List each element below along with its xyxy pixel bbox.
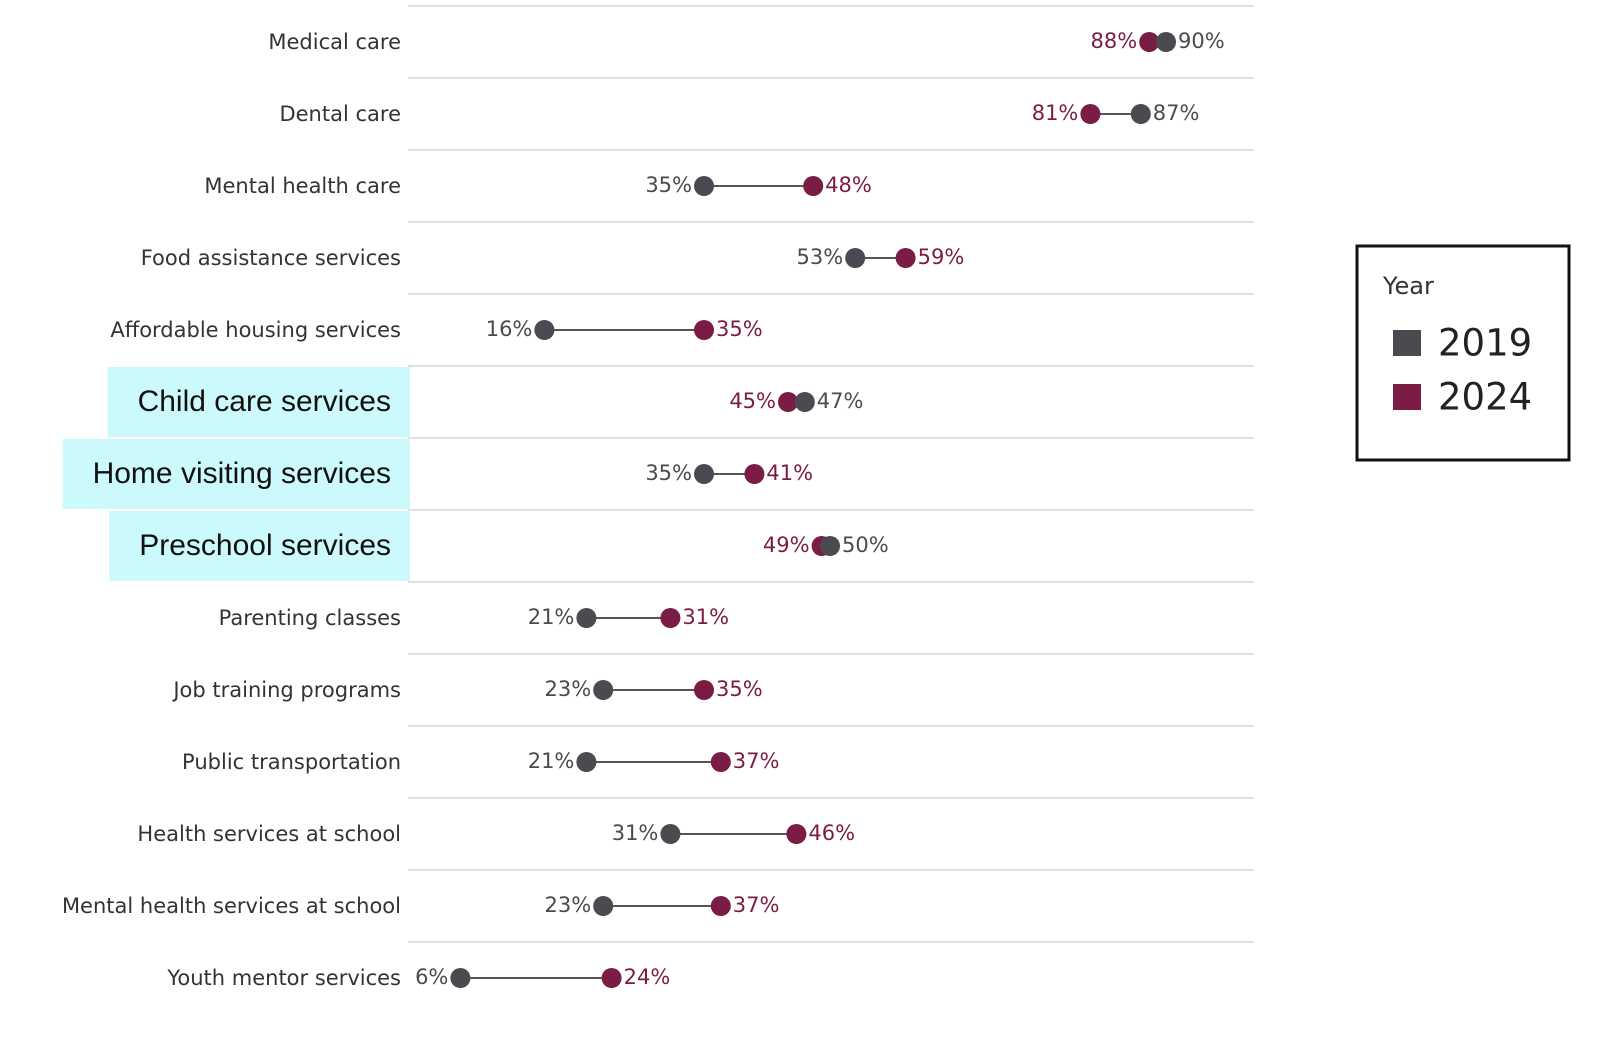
dot <box>534 320 555 340</box>
category-label: Medical care <box>268 30 401 54</box>
legend-label: 2024 <box>1438 376 1532 419</box>
value-label: 87% <box>1153 101 1200 125</box>
value-label: 49% <box>763 533 810 557</box>
value-label: 46% <box>808 821 855 845</box>
legend-swatch <box>1393 330 1421 356</box>
category-label: Child care services <box>138 385 391 418</box>
legend-swatch <box>1393 384 1421 410</box>
dot <box>1130 104 1151 124</box>
value-label: 45% <box>729 389 776 413</box>
category-label: Mental health services at school <box>62 894 401 918</box>
value-label: 35% <box>645 461 692 485</box>
dot <box>694 176 714 196</box>
dot <box>744 464 765 484</box>
dot <box>593 680 614 700</box>
dot <box>1156 32 1176 52</box>
dot <box>1139 32 1160 52</box>
value-label: 50% <box>842 533 889 557</box>
value-label: 90% <box>1178 29 1225 53</box>
dot <box>710 896 731 916</box>
value-label: 31% <box>612 821 659 845</box>
dot <box>450 968 471 988</box>
dot <box>794 392 815 412</box>
category-label: Home visiting services <box>93 457 391 490</box>
dot <box>694 680 714 700</box>
category-highlight <box>109 511 410 581</box>
dot <box>1080 104 1101 124</box>
dot <box>593 896 614 916</box>
dot <box>820 536 840 556</box>
value-label: 37% <box>733 749 780 773</box>
dot <box>576 752 597 772</box>
category-label: Affordable housing services <box>110 318 401 342</box>
value-label: 53% <box>797 245 844 269</box>
dot <box>845 248 866 268</box>
value-label: 23% <box>545 677 592 701</box>
dot <box>694 320 714 340</box>
value-label: 24% <box>624 965 671 989</box>
value-label: 23% <box>545 893 592 917</box>
value-label: 21% <box>528 749 575 773</box>
dot <box>576 608 597 628</box>
value-label: 16% <box>486 317 533 341</box>
dot <box>601 968 622 988</box>
value-label: 35% <box>716 317 763 341</box>
category-label: Preschool services <box>139 529 391 562</box>
legend-title: Year <box>1382 272 1434 300</box>
dot <box>660 824 681 844</box>
dot <box>786 824 807 844</box>
category-highlight <box>62 439 410 509</box>
value-label: 88% <box>1091 29 1138 53</box>
value-label: 81% <box>1032 101 1079 125</box>
value-label: 47% <box>817 389 864 413</box>
value-label: 48% <box>825 173 872 197</box>
legend-box <box>1355 244 1571 462</box>
dot <box>778 392 798 412</box>
value-label: 37% <box>733 893 780 917</box>
dot <box>895 248 916 268</box>
dot <box>694 464 714 484</box>
value-label: 59% <box>918 245 965 269</box>
dot <box>660 608 681 628</box>
value-label: 35% <box>716 677 763 701</box>
dot <box>803 176 824 196</box>
category-label: Food assistance services <box>141 246 401 270</box>
value-label: 41% <box>766 461 813 485</box>
value-label: 35% <box>645 173 692 197</box>
category-label: Mental health care <box>204 174 401 198</box>
category-label: Dental care <box>279 102 401 126</box>
value-label: 6% <box>415 965 448 989</box>
dot <box>710 752 731 772</box>
category-label: Health services at school <box>137 822 401 846</box>
category-label: Youth mentor services <box>166 966 401 990</box>
category-label: Parenting classes <box>219 606 401 630</box>
legend-label: 2019 <box>1438 322 1532 365</box>
category-label: Public transportation <box>182 750 401 774</box>
value-label: 21% <box>528 605 575 629</box>
category-label: Job training programs <box>171 678 401 702</box>
value-label: 31% <box>682 605 729 629</box>
category-highlight <box>107 367 410 437</box>
